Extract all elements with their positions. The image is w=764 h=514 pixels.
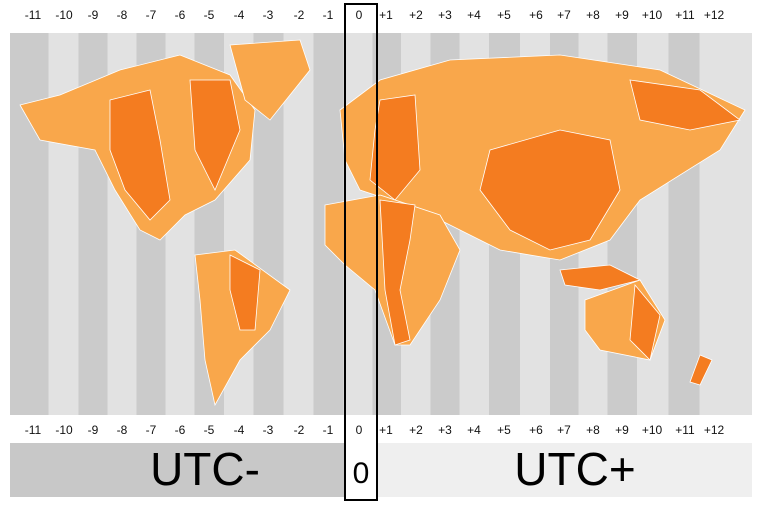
offset-label-bottom: +9 xyxy=(615,423,629,437)
offset-label-bottom: -1 xyxy=(323,423,334,437)
greenland xyxy=(229,39,311,121)
offset-label-top: -7 xyxy=(146,8,157,22)
offset-label-bottom: +3 xyxy=(438,423,452,437)
south-america-zone xyxy=(229,254,261,331)
offset-label-top: +12 xyxy=(704,8,725,22)
offset-label-top: -10 xyxy=(55,8,73,22)
offset-label-top: -11 xyxy=(25,8,42,22)
offset-label-top: +3 xyxy=(438,8,452,22)
offset-label-top: -3 xyxy=(263,8,274,22)
offset-label-bottom: +4 xyxy=(467,423,481,437)
offset-label-top: +4 xyxy=(467,8,481,22)
offset-label-bottom: +1 xyxy=(379,423,393,437)
utc-plus-panel xyxy=(377,443,752,497)
offset-label-bottom: +11 xyxy=(675,423,695,437)
offset-label-top: +8 xyxy=(586,8,600,22)
zone-stripe xyxy=(10,33,49,415)
offset-label-top: -9 xyxy=(88,8,99,22)
offset-label-bottom: 0 xyxy=(356,423,363,437)
north-america-zone xyxy=(189,79,241,191)
offset-label-top: -2 xyxy=(294,8,305,22)
offset-label-bottom: -11 xyxy=(25,423,42,437)
offset-label-bottom: -5 xyxy=(204,423,215,437)
offset-label-top: -4 xyxy=(234,8,245,22)
offset-label-bottom: -2 xyxy=(294,423,305,437)
offset-label-top: +11 xyxy=(675,8,695,22)
offset-label-bottom: -4 xyxy=(234,423,245,437)
north-america-zone xyxy=(109,89,171,221)
indonesia xyxy=(559,264,642,291)
offset-label-bottom: -6 xyxy=(175,423,186,437)
offset-label-top: -5 xyxy=(204,8,215,22)
offset-label-bottom: +7 xyxy=(557,423,571,437)
utc-minus-label: UTC- xyxy=(150,443,260,495)
offset-label-top: -6 xyxy=(175,8,186,22)
offset-label-top: +10 xyxy=(642,8,663,22)
offset-label-bottom: -10 xyxy=(55,423,73,437)
australia-zone xyxy=(629,284,661,361)
offset-label-top: -1 xyxy=(323,8,334,22)
offset-label-top: +6 xyxy=(529,8,543,22)
offset-labels: -11 -10 -9 -8 -7 -6 -5 -4 -3 -2 -1 0 +1 +2 +3 +4 +5 +6 +7 +… xyxy=(25,8,725,437)
offset-label-top: +9 xyxy=(615,8,629,22)
utc-zero-box xyxy=(344,3,378,501)
offset-label-bottom: -9 xyxy=(88,423,99,437)
offset-label-top: 0 xyxy=(356,8,363,22)
offset-label-bottom: +5 xyxy=(497,423,511,437)
offset-label-bottom: +2 xyxy=(409,423,423,437)
offset-label-bottom: +10 xyxy=(642,423,663,437)
offset-label-bottom: -3 xyxy=(263,423,274,437)
offset-label-top: +7 xyxy=(557,8,571,22)
offset-label-bottom: +12 xyxy=(704,423,725,437)
eurasia-zone xyxy=(479,129,621,251)
africa-zone xyxy=(379,199,416,346)
new-zealand xyxy=(689,354,713,386)
offset-label-bottom: -8 xyxy=(117,423,128,437)
utc-minus-panel xyxy=(10,443,345,497)
offset-label-top: +2 xyxy=(409,8,423,22)
offset-label-bottom: -7 xyxy=(146,423,157,437)
utc-plus-label: UTC+ xyxy=(514,443,635,495)
utc-zero-label: 0 xyxy=(353,457,370,490)
offset-label-top: -8 xyxy=(117,8,128,22)
offset-label-bottom: +6 xyxy=(529,423,543,437)
offset-label-top: +5 xyxy=(497,8,511,22)
continents xyxy=(19,39,746,407)
eurasia-zone xyxy=(629,79,741,131)
offset-label-top: +1 xyxy=(379,8,393,22)
offset-label-bottom: +8 xyxy=(586,423,600,437)
